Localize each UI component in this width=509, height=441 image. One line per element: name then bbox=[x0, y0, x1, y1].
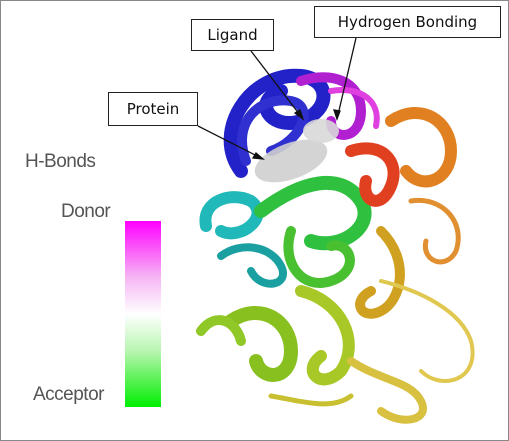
legend-top: Donor bbox=[61, 201, 111, 222]
legend-title: H-Bonds bbox=[25, 151, 96, 172]
legend-gradient bbox=[125, 221, 161, 407]
ligand-label: Ligand bbox=[191, 19, 274, 51]
hydrogen-bonding-label: Hydrogen Bonding bbox=[314, 6, 501, 38]
protein-label: Protein bbox=[108, 92, 198, 126]
legend-bottom: Acceptor bbox=[33, 384, 104, 405]
